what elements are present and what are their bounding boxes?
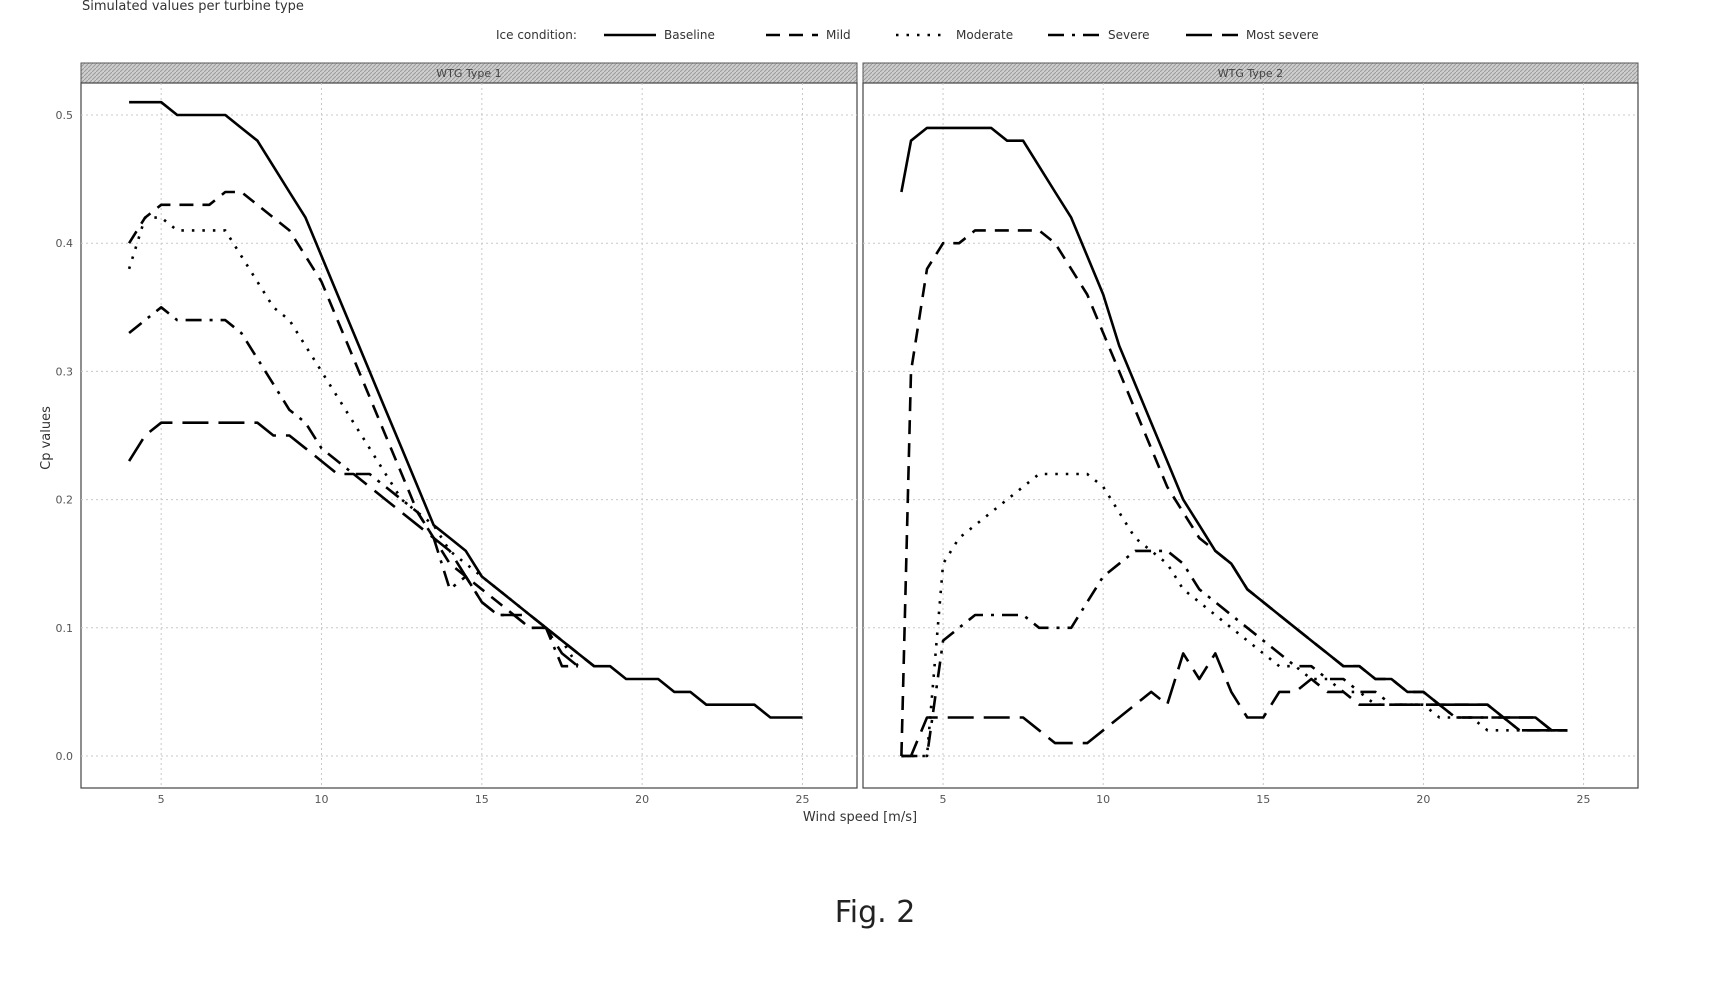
legend-title: Ice condition: bbox=[496, 28, 577, 42]
x-tick-label: 25 bbox=[1577, 793, 1591, 806]
series-line-most-severe bbox=[901, 652, 1568, 758]
legend-item-severe: Severe bbox=[1048, 28, 1150, 42]
y-tick-label: 0.2 bbox=[56, 494, 74, 507]
x-tick-label: 5 bbox=[158, 793, 165, 806]
x-tick-label: 20 bbox=[1416, 793, 1430, 806]
legend-item-mild: Mild bbox=[766, 28, 851, 42]
y-tick-label: 0.1 bbox=[56, 622, 74, 635]
x-tick-label: 25 bbox=[795, 793, 809, 806]
legend: Ice condition: Baseline Mild Moderate Sever… bbox=[496, 28, 1319, 42]
panel-wtg-type-1: WTG Type 1 0.0 0.1 0.2 0.3 0.4 0.5 5 10 15 20 25 bbox=[56, 62, 858, 806]
chart-title: Simulated values per turbine type bbox=[82, 0, 304, 14]
y-tick-label: 0.4 bbox=[56, 237, 74, 250]
y-tick-label: 0.0 bbox=[56, 750, 74, 763]
x-tick-label: 10 bbox=[314, 793, 328, 806]
series-line-most-severe bbox=[127, 421, 579, 668]
series-line-mild bbox=[127, 190, 595, 668]
legend-label-moderate: Moderate bbox=[956, 28, 1013, 42]
figure-label: Fig. 2 bbox=[835, 895, 916, 930]
legend-label-severe: Severe bbox=[1108, 28, 1150, 42]
series-line-severe bbox=[901, 549, 1568, 758]
x-tick-label: 15 bbox=[1256, 793, 1270, 806]
y-tick-label: 0.5 bbox=[56, 109, 74, 122]
panel-wtg-type-2: WTG Type 2 5 10 15 20 25 bbox=[862, 62, 1639, 806]
x-tick-label: 15 bbox=[475, 793, 489, 806]
panel-frame bbox=[80, 82, 858, 789]
panel-frame bbox=[862, 82, 1639, 789]
legend-item-baseline: Baseline bbox=[604, 28, 715, 42]
series-line-mild bbox=[900, 229, 1568, 757]
x-tick-label: 20 bbox=[635, 793, 649, 806]
x-tick-label: 5 bbox=[940, 793, 947, 806]
legend-item-moderate: Moderate bbox=[896, 28, 1013, 42]
legend-label-baseline: Baseline bbox=[664, 28, 715, 42]
series-line-baseline bbox=[129, 100, 803, 719]
facet-strip-label: WTG Type 1 bbox=[436, 67, 501, 80]
legend-label-mild: Mild bbox=[826, 28, 851, 42]
legend-item-most-severe: Most severe bbox=[1186, 28, 1319, 42]
facet-strip-label: WTG Type 2 bbox=[1218, 67, 1283, 80]
series-line-moderate bbox=[127, 216, 580, 667]
legend-label-most-severe: Most severe bbox=[1246, 28, 1319, 42]
y-tick-label: 0.3 bbox=[56, 365, 74, 378]
x-tick-label: 10 bbox=[1096, 793, 1110, 806]
x-axis-title: Wind speed [m/s] bbox=[803, 810, 917, 825]
y-axis-title: Cp values bbox=[39, 406, 54, 470]
